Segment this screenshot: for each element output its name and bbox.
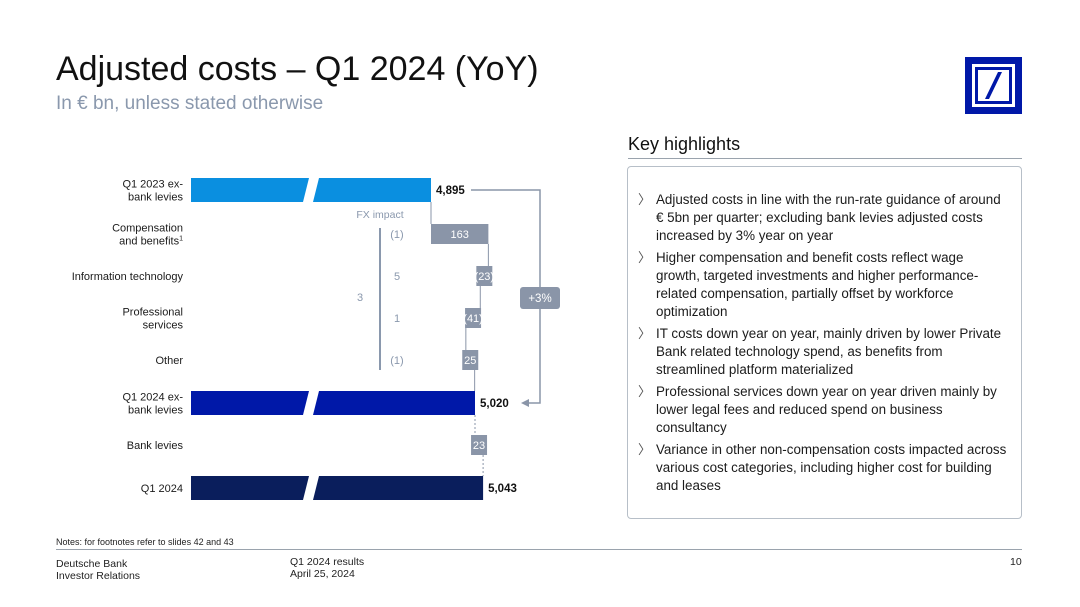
chevron-right-icon: 〉 [638,250,652,265]
total-bar [191,476,484,500]
category-label: Compensation [112,223,183,235]
highlight-item: 〉 Adjusted costs in line with the run-rat… [638,191,1011,245]
category-label: and benefits1 [119,236,183,248]
footer-company: Deutsche Bank Investor Relations [56,558,140,582]
fx-impact-title: FX impact [356,209,403,221]
category-label: Q1 2024 ex- [122,392,183,404]
category-label: Q1 2024 [141,483,183,495]
fx-impact-total: 3 [357,292,363,304]
highlight-item: 〉 Higher compensation and benefit costs r… [638,249,1011,321]
highlight-text: IT costs down year on year, mainly drive… [656,326,1002,377]
growth-badge [520,287,560,309]
highlight-item: 〉 Variance in other non-compensation cost… [638,441,1011,495]
growth-arrow-head [521,399,529,407]
fx-impact-value: 1 [394,313,400,325]
category-label: bank levies [128,192,184,204]
delta-value-label: 25 [464,355,476,367]
fx-impact-value: (1) [390,355,403,367]
growth-badge-label: +3% [528,293,551,305]
page-number: 10 [1010,556,1022,568]
footer-company-dept: Investor Relations [56,570,141,582]
footer-document: Q1 2024 results April 25, 2024 [290,556,364,580]
highlights-title: Key highlights [628,134,741,154]
category-label: Other [155,355,183,367]
highlight-item: 〉 Professional services down year on year… [638,383,1011,437]
total-value-label: 5,020 [480,398,509,410]
chevron-right-icon: 〉 [638,442,652,457]
delta-value-label: 23 [473,440,485,452]
footer-company-name: Deutsche Bank [56,558,128,570]
category-label: Bank levies [127,440,184,452]
total-bar [191,391,475,415]
fx-impact-value: 5 [394,271,400,283]
delta-bar [462,350,479,370]
fx-impact-value: (1) [390,229,403,241]
category-label: Information technology [72,271,184,283]
highlight-text: Adjusted costs in line with the run-rate… [656,192,1001,243]
category-label: Q1 2023 ex- [122,179,183,191]
highlights-list: 〉 Adjusted costs in line with the run-rat… [628,167,1021,495]
footnote-text: Notes: for footnotes refer to slides 42 … [56,537,234,547]
page-subtitle: In € bn, unless stated otherwise [56,93,324,114]
total-value-label: 5,043 [488,483,517,495]
highlight-text: Variance in other non-compensation costs… [656,442,1007,493]
chevron-right-icon: 〉 [638,326,652,341]
delta-bar [465,308,482,328]
chevron-right-icon: 〉 [638,384,652,399]
delta-bar [431,224,489,244]
highlights-panel: 〉 Adjusted costs in line with the run-rat… [627,166,1022,519]
axis-break-mark [303,391,319,415]
category-label: services [143,320,184,332]
delta-bar [476,266,493,286]
delta-value-label: (41) [463,313,483,325]
axis-break-mark [303,476,319,500]
logo-slash-icon [965,57,1022,114]
highlight-item: 〉 IT costs down year on year, mainly driv… [638,325,1011,379]
delta-value-label: (23) [475,271,495,283]
highlight-text: Professional services down year on year … [656,384,997,435]
footer-doc-date: April 25, 2024 [290,568,355,580]
highlights-divider [628,158,1022,159]
footer-divider [56,549,1022,550]
deutsche-bank-logo [965,57,1022,114]
page-title: Adjusted costs – Q1 2024 (YoY) [56,50,539,88]
footer-doc-title: Q1 2024 results [290,556,365,568]
chevron-right-icon: 〉 [638,192,652,207]
category-label: bank levies [128,405,184,417]
highlight-text: Higher compensation and benefit costs re… [656,250,979,319]
total-value-label: 4,895 [436,185,465,197]
delta-bar [471,435,488,455]
delta-value-label: 163 [451,229,469,241]
category-label: Professional [122,307,183,319]
axis-break-mark [303,178,319,202]
